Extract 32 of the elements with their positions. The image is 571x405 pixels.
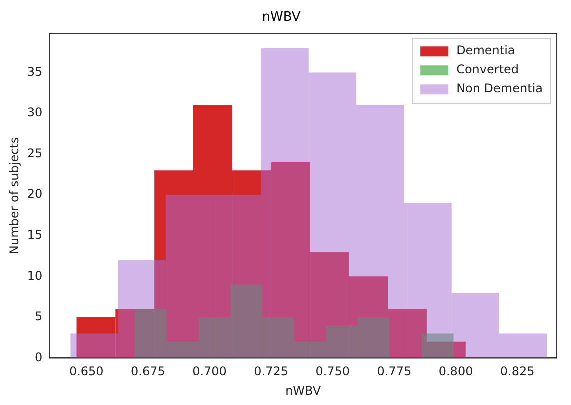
- bar: [118, 260, 166, 358]
- bar: [404, 203, 452, 358]
- bar: [308, 72, 357, 358]
- bar: [452, 292, 500, 358]
- y-tick-label: 10: [27, 268, 43, 283]
- chart-title: nWBV: [262, 10, 301, 26]
- x-tick-label: 0.750: [316, 364, 350, 379]
- y-tick-label: 15: [27, 228, 43, 242]
- x-axis-title: nWBV: [286, 384, 322, 398]
- y-tick-label: 0: [35, 350, 43, 364]
- y-axis-title: Number of subjects: [7, 137, 22, 254]
- bar: [356, 105, 404, 358]
- bar: [261, 48, 309, 358]
- x-tick-label: 0.800: [438, 364, 474, 379]
- y-tick-label: 5: [35, 310, 43, 324]
- legend-label: Non Dementia: [456, 82, 544, 96]
- x-tick-label: 0.775: [377, 364, 412, 379]
- y-tick-label: 35: [27, 64, 43, 79]
- y-tick-label: 20: [27, 187, 43, 202]
- bar: [70, 334, 118, 358]
- x-tick-label: 0.675: [131, 364, 166, 379]
- bar: [166, 195, 214, 358]
- x-tick-label: 0.825: [500, 364, 535, 379]
- bar: [499, 334, 548, 358]
- x-tick-label: 0.725: [254, 364, 288, 379]
- x-tick-label: 0.650: [69, 364, 104, 379]
- legend-label: Converted: [456, 62, 520, 77]
- y-tick-label: 25: [27, 146, 43, 160]
- y-tick-label: 30: [27, 106, 43, 120]
- bar: [214, 195, 262, 358]
- x-tick-label: 0.700: [192, 364, 227, 379]
- legend-label: Dementia: [456, 44, 516, 58]
